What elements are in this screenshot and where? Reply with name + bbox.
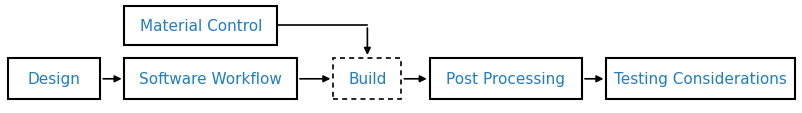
FancyBboxPatch shape (124, 7, 277, 45)
FancyBboxPatch shape (429, 59, 581, 99)
FancyBboxPatch shape (333, 59, 401, 99)
FancyBboxPatch shape (8, 59, 100, 99)
Text: Software Workflow: Software Workflow (140, 72, 282, 87)
Text: Testing Considerations: Testing Considerations (614, 72, 786, 87)
FancyBboxPatch shape (124, 59, 297, 99)
Text: Design: Design (28, 72, 80, 87)
Text: Post Processing: Post Processing (446, 72, 565, 87)
Text: Build: Build (348, 72, 386, 87)
Text: Material Control: Material Control (140, 19, 261, 33)
FancyBboxPatch shape (606, 59, 794, 99)
